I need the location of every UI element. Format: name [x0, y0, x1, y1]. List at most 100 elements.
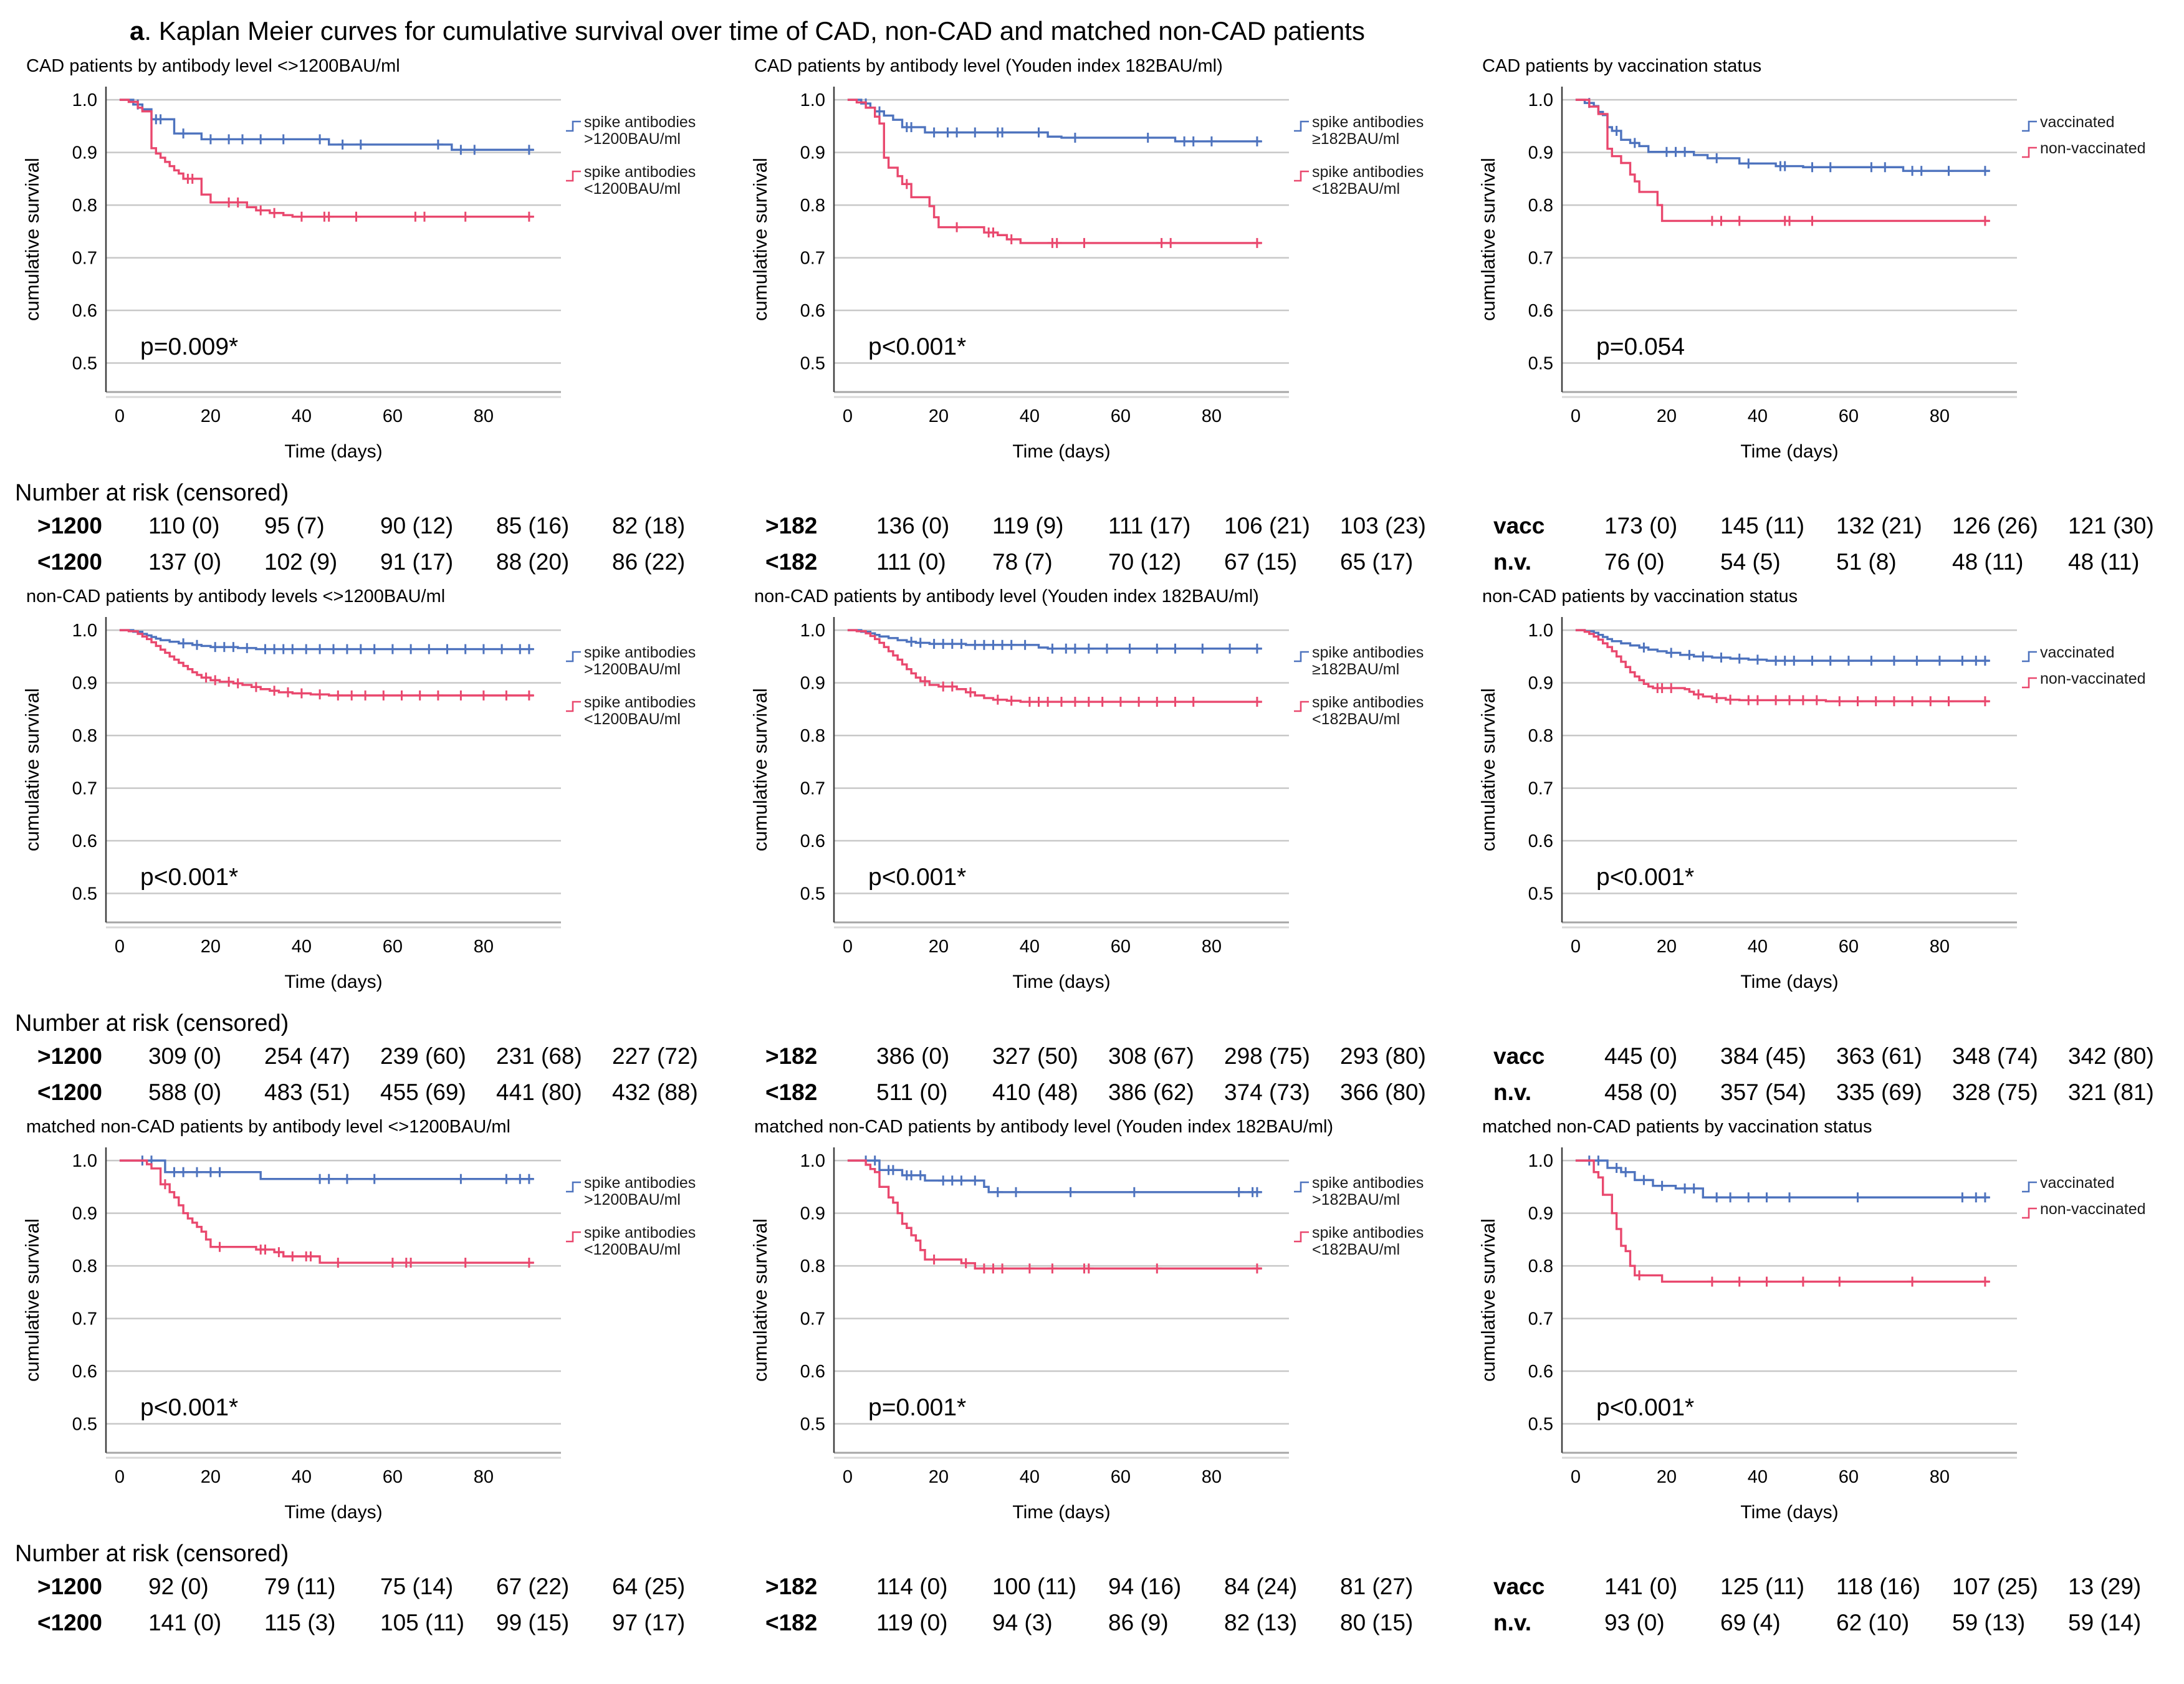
legend-label: vaccinated: [2040, 1174, 2115, 1192]
x-axis-label: Time (days): [1740, 441, 1838, 462]
risk-value-cell: 342 (80): [2068, 1043, 2154, 1069]
legend-key-blue: [2022, 1181, 2037, 1193]
risk-value-cell: 386 (0): [876, 1043, 950, 1069]
legend-label: >1200BAU/ml: [584, 661, 681, 678]
km-chart: 1.0 0.9 0.8 0.7 0.6 0.5 0 20 40 60 80 Time (days) cu…: [21, 87, 696, 462]
km-grid: CAD patients by antibody level <>1200BAU…: [0, 51, 2184, 1642]
x-tick-label: 0: [1571, 406, 1581, 426]
legend-key-blue: [1294, 120, 1309, 132]
risk-groups-3: >1200 92 (0) 79 (11) 75 (14) 67 (22) 64 (25) <…: [0, 1574, 2184, 1636]
risk-row-label: <1200: [37, 1610, 102, 1635]
risk-value-cell: 511 (0): [876, 1079, 948, 1105]
x-tick-label: 20: [1657, 406, 1677, 426]
y-tick-label: 0.8: [800, 1256, 825, 1276]
y-axis-label: cumulative survival: [21, 158, 43, 321]
legend-label: ≥182BAU/ml: [1312, 661, 1399, 678]
x-tick-label: 20: [201, 1467, 221, 1487]
legend-key-red: [566, 701, 581, 712]
risk-value-cell: 86 (22): [612, 549, 686, 575]
risk-value-cell: 86 (9): [1108, 1610, 1169, 1635]
km-panel: CAD patients by vaccination status 1.0 0.9…: [1456, 51, 2184, 476]
risk-value-cell: 410 (48): [992, 1079, 1078, 1105]
p-value: p<0.001*: [140, 1394, 238, 1421]
km-curve-blue: [847, 1159, 1262, 1194]
risk-value-cell: 82 (13): [1224, 1610, 1298, 1635]
km-curve-red: [847, 1159, 1262, 1270]
risk-value-cell: 357 (54): [1720, 1079, 1806, 1105]
y-tick-label: 0.9: [1528, 143, 1553, 163]
y-tick-label: 0.9: [1528, 674, 1553, 694]
y-tick-label: 1.0: [72, 90, 97, 110]
risk-value-cell: 62 (10): [1836, 1610, 1910, 1635]
x-tick-label: 80: [1930, 406, 1950, 426]
y-tick-label: 1.0: [1528, 90, 1553, 110]
risk-table: >1200 309 (0) 254 (47) 239 (60) 231 (68) 227 …: [0, 1043, 728, 1106]
risk-value-cell: 64 (25): [612, 1574, 686, 1599]
risk-table: >182 114 (0) 100 (11) 94 (16) 84 (24) 81 (27)…: [728, 1574, 1456, 1636]
x-tick-label: 60: [383, 406, 403, 426]
x-axis-label: Time (days): [1012, 972, 1110, 992]
y-tick-label: 0.5: [72, 354, 97, 374]
km-chart: 1.0 0.9 0.8 0.7 0.6 0.5 0 20 40 60 80 Time (days) cu…: [749, 617, 1424, 992]
x-axis-label: Time (days): [1012, 1502, 1110, 1523]
y-tick-label: 0.6: [1528, 1362, 1553, 1382]
risk-value-cell: 374 (73): [1224, 1079, 1310, 1105]
x-tick-label: 0: [115, 1467, 125, 1487]
risk-value-cell: 65 (17): [1340, 549, 1414, 575]
y-tick-label: 0.5: [1528, 354, 1553, 374]
y-tick-label: 0.8: [1528, 196, 1553, 216]
legend-key-red: [566, 170, 581, 182]
panel-title: matched non-CAD patients by vaccination …: [1482, 1117, 1872, 1137]
p-value: p=0.009*: [140, 333, 238, 360]
risk-value-cell: 386 (62): [1108, 1079, 1194, 1105]
x-tick-label: 0: [843, 406, 853, 426]
x-tick-label: 80: [1930, 1467, 1950, 1487]
legend-label: spike antibodies: [1312, 1174, 1424, 1192]
x-tick-label: 0: [115, 937, 125, 957]
p-value: p<0.001*: [140, 864, 238, 891]
risk-value-cell: 111 (17): [1108, 513, 1191, 538]
risk-value-cell: 141 (0): [1604, 1574, 1678, 1599]
y-tick-label: 0.5: [72, 1415, 97, 1435]
risk-value-cell: 321 (81): [2068, 1079, 2154, 1105]
risk-row-label: >1200: [37, 513, 102, 538]
risk-value-cell: 80 (15): [1340, 1610, 1414, 1635]
x-tick-label: 0: [115, 406, 125, 426]
km-panel: CAD patients by antibody level (Youden i…: [728, 51, 1456, 476]
risk-value-cell: 59 (14): [2068, 1610, 2142, 1635]
risk-block-3: Number at risk (censored) >1200 92 (0) 79 (…: [0, 1537, 2184, 1642]
risk-row-label: n.v.: [1493, 549, 1531, 575]
y-tick-label: 0.9: [72, 674, 97, 694]
p-value: p<0.001*: [868, 864, 966, 891]
risk-value-cell: 309 (0): [148, 1043, 222, 1069]
km-curve-blue: [119, 629, 534, 651]
legend-key-blue: [1294, 1181, 1309, 1193]
y-tick-label: 0.6: [1528, 301, 1553, 321]
x-tick-label: 60: [1839, 937, 1859, 957]
risk-value-cell: 76 (0): [1604, 549, 1665, 575]
risk-value-cell: 137 (0): [148, 549, 222, 575]
x-tick-label: 60: [383, 937, 403, 957]
legend-label: spike antibodies: [584, 163, 696, 181]
x-tick-label: 80: [474, 1467, 494, 1487]
x-tick-label: 40: [1020, 1467, 1040, 1487]
risk-table: vacc 141 (0) 125 (11) 118 (16) 107 (25) 13 (2…: [1456, 1574, 2184, 1636]
y-tick-label: 1.0: [72, 621, 97, 641]
risk-value-cell: 298 (75): [1224, 1043, 1310, 1069]
km-chart: 1.0 0.9 0.8 0.7 0.6 0.5 0 20 40 60 80 Time (days) cu…: [749, 87, 1424, 462]
legend-label: spike antibodies: [584, 644, 696, 661]
km-curve-red: [1575, 98, 1990, 222]
km-curve-blue: [1575, 98, 1990, 172]
y-axis-label: cumulative survival: [21, 688, 43, 851]
y-tick-label: 0.9: [72, 143, 97, 163]
km-curve-blue: [847, 98, 1262, 143]
x-axis-label: Time (days): [284, 972, 382, 992]
charts-row-1: CAD patients by antibody level <>1200BAU…: [0, 51, 2184, 476]
km-chart: 1.0 0.9 0.8 0.7 0.6 0.5 0 20 40 60 80 Time (days) cu…: [21, 1147, 696, 1523]
legend-label: spike antibodies: [1312, 163, 1424, 181]
risk-block-2: Number at risk (censored) >1200 309 (0) 254…: [0, 1007, 2184, 1112]
risk-value-cell: 82 (18): [612, 513, 686, 538]
p-value: p<0.001*: [1596, 1394, 1694, 1421]
y-tick-label: 1.0: [72, 1151, 97, 1171]
x-tick-label: 40: [1020, 937, 1040, 957]
